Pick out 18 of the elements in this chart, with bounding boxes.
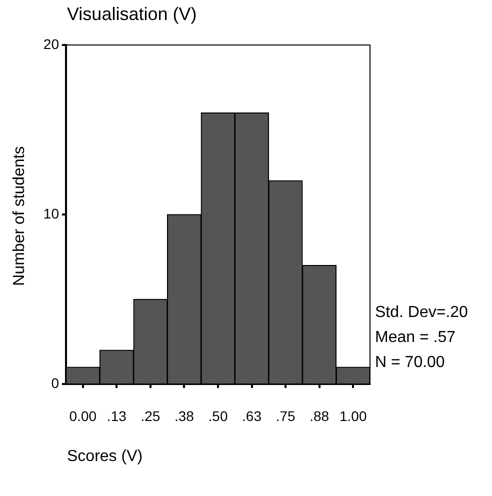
x-tick-label: 0.00: [69, 408, 97, 424]
y-tick-label: 0: [51, 374, 60, 391]
x-tick-label: 1.00: [339, 408, 367, 424]
x-tick-label: .63: [242, 408, 262, 424]
text: Std. Dev=.20: [375, 303, 468, 323]
x-tick-label: .50: [208, 408, 228, 424]
text: Mean = .57: [375, 328, 456, 348]
x-tick-label: .75: [276, 408, 296, 424]
y-tick-label: 20: [43, 36, 60, 52]
x-tick-label: .88: [310, 408, 330, 424]
x-tick-label: .13: [106, 408, 127, 424]
x-tick-label: .38: [174, 408, 194, 424]
y-tick-label: 10: [43, 205, 60, 222]
x-axis-title: Scores (V): [67, 448, 143, 466]
x-tick-label: .25: [140, 408, 160, 424]
y-axis-title: Number of students: [11, 146, 29, 286]
text: N = 70.00: [375, 353, 446, 373]
chart-title: Visualisation (V): [67, 4, 197, 25]
